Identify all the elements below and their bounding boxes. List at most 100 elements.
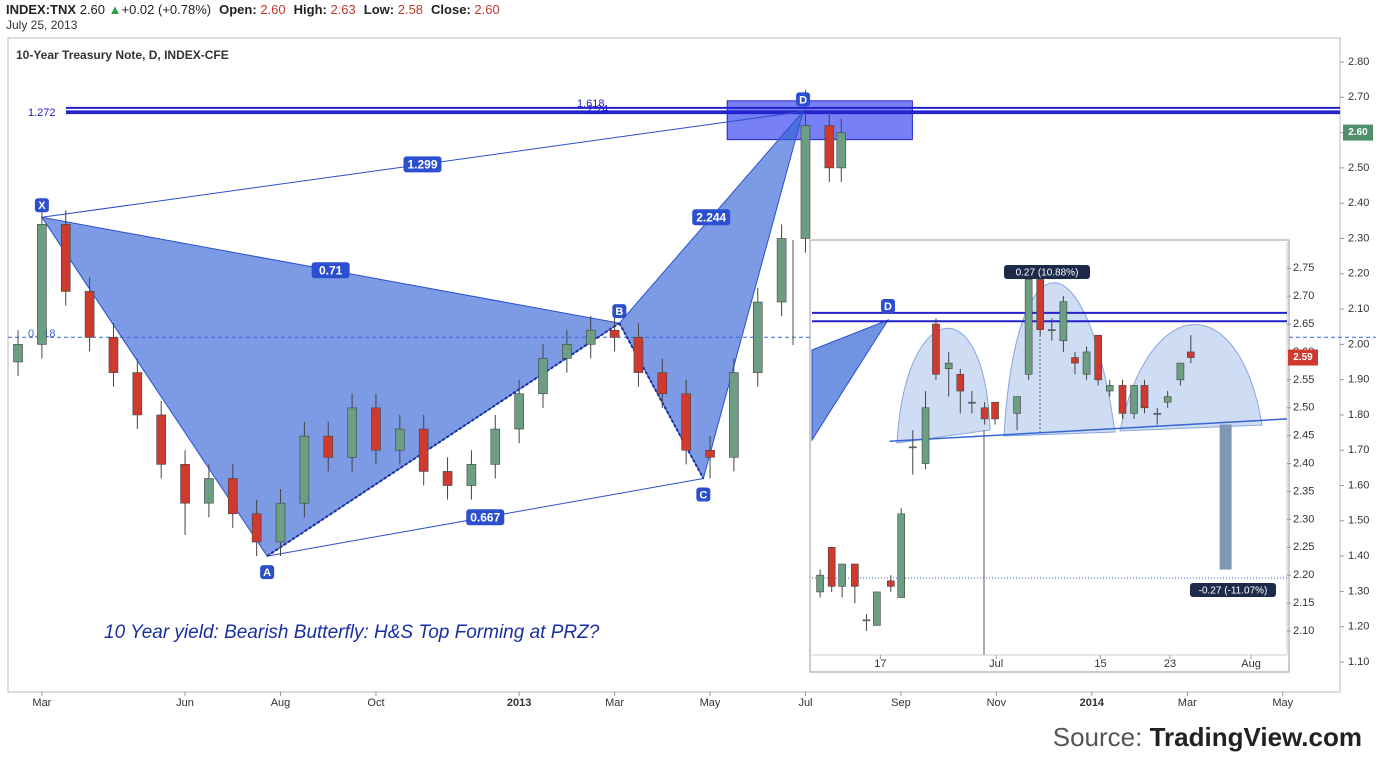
candle-body (873, 591, 881, 626)
candle-body (84, 291, 95, 338)
x-tick-label: 17 (874, 658, 886, 670)
x-tick-label: Jul (989, 658, 1003, 670)
plot-frame (7, 37, 1341, 693)
candle-body (108, 336, 119, 373)
y-tick-label: 2.75 (1293, 262, 1314, 274)
candle-body (180, 464, 190, 504)
y-tick-label: 2.25 (1293, 541, 1314, 553)
price-tag-label: 2.60 (1348, 127, 1368, 138)
y-tick-label: 2.15 (1293, 597, 1314, 609)
fib-level-label: 1.618 (577, 98, 605, 110)
candle-body (1153, 413, 1162, 415)
candle-body (776, 238, 787, 303)
x-tick-label: Mar (1178, 697, 1197, 709)
x-tick-label: Oct (367, 697, 384, 709)
pattern-triangle (618, 111, 804, 480)
candle-body (466, 464, 477, 486)
candle-body (824, 125, 835, 169)
source-name: TradingView.com (1149, 722, 1362, 752)
candle-body (13, 344, 23, 363)
y-tick-label: 1.50 (1348, 515, 1369, 527)
candle-body (1163, 396, 1172, 403)
candle-body (681, 393, 691, 451)
point-label: D (799, 94, 807, 106)
candle-body (752, 301, 763, 373)
candle-body (538, 358, 548, 395)
y-tick-label: 1.90 (1348, 374, 1369, 386)
candle-body (1105, 385, 1114, 392)
x-tick-label: Aug (1241, 658, 1261, 670)
candle-body (897, 513, 906, 598)
candle-body (251, 513, 262, 543)
y-tick-label: 2.00 (1348, 338, 1369, 350)
y-tick-label: 2.30 (1348, 232, 1369, 244)
header: INDEX:TNX 2.60 ▲+0.02 (+0.78%) Open: 2.60… (6, 2, 500, 18)
candle-body (908, 446, 917, 449)
y-tick-label: 2.30 (1293, 513, 1314, 525)
pattern-wedge (811, 318, 890, 442)
candle-body (862, 619, 871, 622)
open: 2.60 (260, 2, 286, 17)
candle-body (132, 372, 143, 416)
candle-body (204, 478, 214, 504)
ratio-badge (692, 209, 731, 226)
change-arrow: ▲ (108, 2, 122, 17)
candle-body (838, 563, 846, 587)
candle-body (562, 344, 572, 359)
candle-body (800, 125, 811, 239)
y-tick-label: 1.20 (1348, 621, 1369, 633)
x-tick-label: Nov (987, 697, 1007, 709)
inset: 2.752.702.652.602.552.502.452.402.352.30… (809, 239, 1318, 673)
x-tick-label: Sep (891, 697, 911, 709)
candle-body (609, 329, 620, 338)
candle-body (1036, 279, 1045, 330)
y-tick-label: 2.45 (1293, 430, 1314, 442)
y-tick-label: 2.10 (1293, 625, 1314, 637)
candle-body (729, 372, 739, 458)
candle-body (418, 428, 429, 472)
x-tick-label: 15 (1094, 658, 1106, 670)
candle-body (991, 401, 999, 420)
d-label: D (884, 301, 892, 313)
point-badge (612, 304, 627, 319)
close: 2.60 (474, 2, 500, 17)
candle-body (323, 435, 334, 458)
candle-body (1071, 357, 1079, 364)
y-tick-label: 1.30 (1348, 585, 1369, 597)
candle-body (490, 428, 501, 465)
fib-level-label: 1.272 (28, 107, 56, 119)
candle-body (827, 546, 836, 587)
candle-body (657, 372, 668, 395)
candle-body (1130, 385, 1138, 414)
candle-body (921, 407, 930, 464)
target-bar (1219, 424, 1232, 570)
symbol: INDEX:TNX (6, 2, 77, 17)
candle-body (1187, 351, 1195, 358)
y-tick-label: 1.60 (1348, 479, 1369, 491)
candle-body (1176, 362, 1185, 381)
candle-body (395, 428, 405, 451)
x-tick-label: 2014 (1080, 697, 1105, 709)
y-tick-label: 1.10 (1348, 656, 1369, 668)
candle-body (1094, 334, 1102, 381)
candle-body (371, 407, 381, 451)
close-label: Close: (431, 2, 471, 17)
open-label: Open: (219, 2, 257, 17)
target-badge (1190, 583, 1276, 597)
last: 2.60 (79, 2, 105, 17)
candle-body (60, 224, 71, 292)
candle-body (944, 362, 953, 369)
candle-body (585, 329, 596, 345)
y-tick-label: 2.20 (1348, 268, 1369, 280)
y-tick-label: 2.50 (1293, 402, 1314, 414)
annotation: 10 Year yield: Bearish Butterfly: H&S To… (104, 622, 600, 643)
price-tag (1343, 124, 1373, 141)
chart-title: 10-Year Treasury Note, D, INDEX-CFE (16, 48, 229, 62)
price-tag (1288, 349, 1318, 366)
x-tick-label: May (700, 697, 721, 709)
candle-body (932, 323, 940, 375)
prz-box (726, 100, 913, 141)
ratio-badge (311, 262, 350, 279)
